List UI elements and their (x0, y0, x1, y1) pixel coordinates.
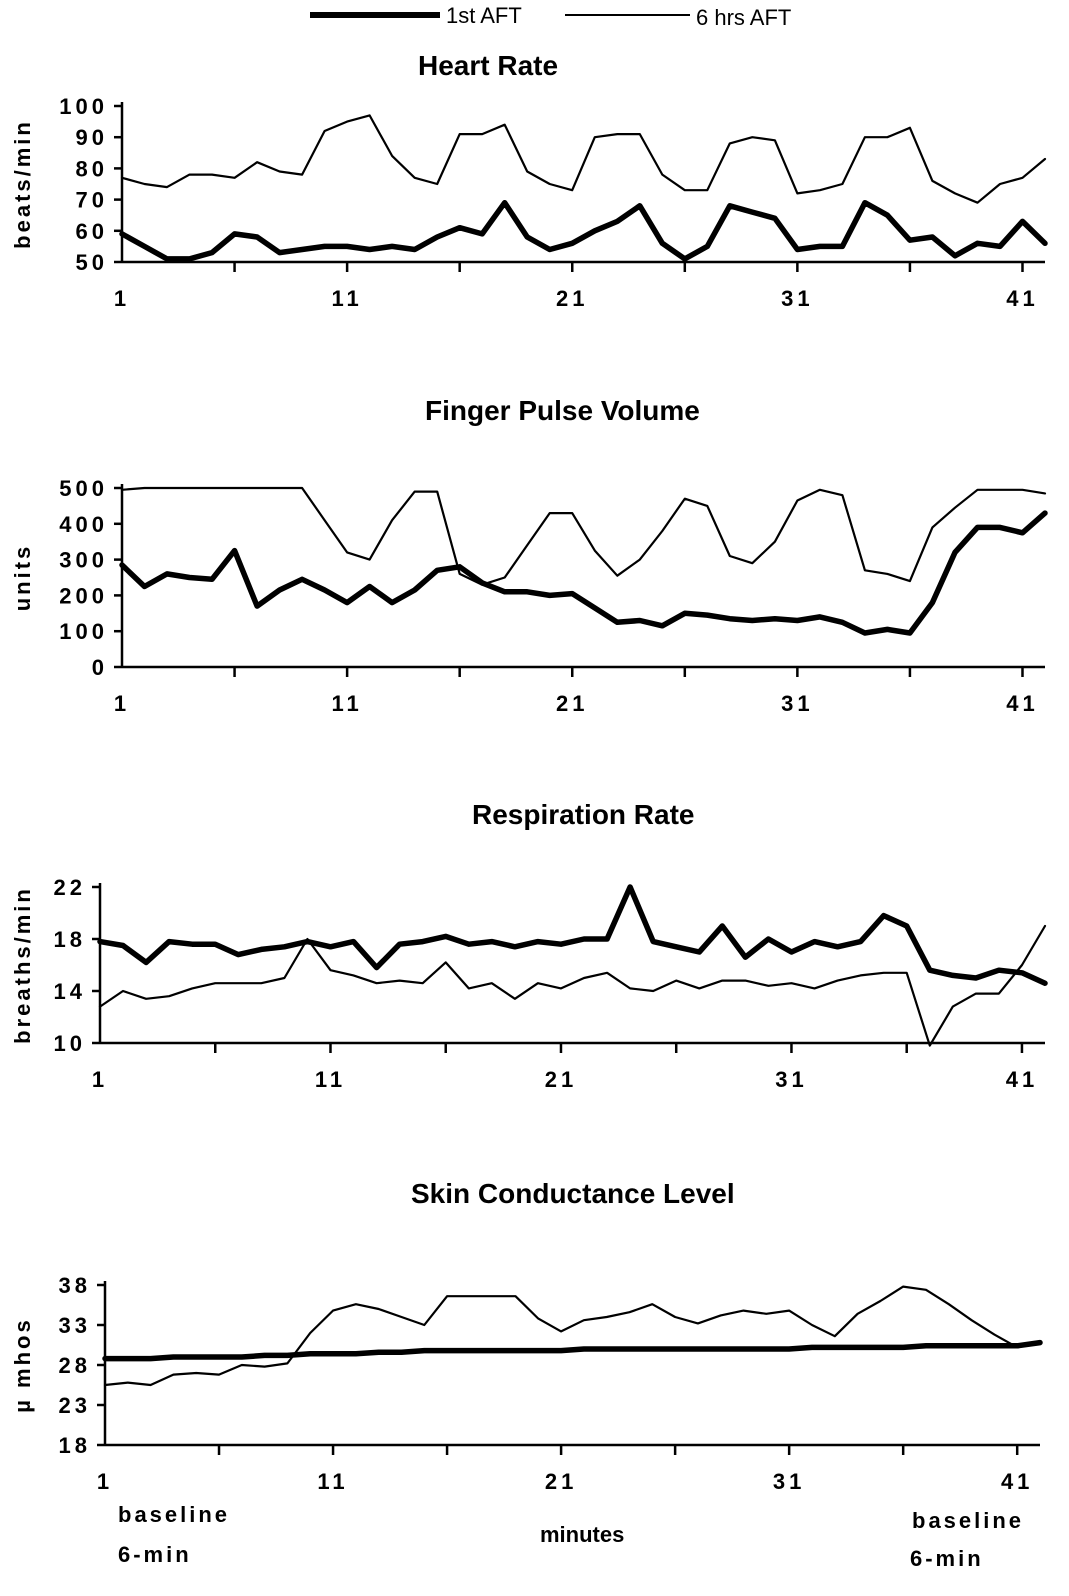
skin-conductance-y-tick-label: 38 (59, 1273, 91, 1298)
skin-conductance-x-tick-label: 11 (317, 1469, 348, 1494)
finger-pulse-volume-series-1st-aft-line (119, 510, 1048, 636)
finger-pulse-volume-y-tick-label: 400 (59, 512, 108, 537)
baseline-left-label: baseline (118, 1502, 230, 1527)
finger-pulse-volume-x-tick-label: 31 (781, 691, 813, 716)
legend-label-6hrs-aft: 6 hrs AFT (696, 5, 791, 30)
finger-pulse-volume-x-tick-label: 41 (1006, 691, 1038, 716)
finger-pulse-volume-y-tick-label: 500 (59, 476, 108, 501)
heart-rate-x-tick-label: 21 (556, 286, 588, 311)
baseline-left-sublabel: 6-min (118, 1542, 192, 1567)
respiration-rate-x-tick-label: 21 (545, 1067, 577, 1092)
finger-pulse-volume-x-tick-label: 11 (331, 691, 362, 716)
respiration-rate-series-1st-aft-line (97, 884, 1048, 986)
respiration-rate-series-6hrs-aft-line (98, 924, 1047, 1047)
heart-rate-y-tick-label: 80 (76, 156, 108, 181)
heart-rate-y-axis-label: beats/min (10, 119, 35, 249)
respiration-rate-y-axis-label: breaths/min (10, 886, 35, 1044)
respiration-rate-y-tick-label: 14 (54, 979, 86, 1004)
finger-pulse-volume-x-tick-label: 1 (114, 691, 130, 716)
respiration-rate-x-tick-label: 1 (92, 1067, 108, 1092)
respiration-rate-x-tick-label: 31 (775, 1067, 807, 1092)
skin-conductance-x-tick-label: 1 (97, 1469, 113, 1494)
baseline-right-sublabel: 6-min (910, 1546, 984, 1571)
respiration-rate-y-tick-label: 10 (54, 1031, 86, 1056)
respiration-rate-x-tick-label: 41 (1006, 1067, 1038, 1092)
skin-conductance-series-6hrs-aft-line (103, 1285, 1042, 1387)
heart-rate-x-tick-label: 41 (1006, 286, 1038, 311)
heart-rate-y-tick-label: 100 (59, 94, 108, 119)
heart-rate-y-tick-label: 60 (76, 219, 108, 244)
respiration-rate-y-tick-label: 18 (54, 927, 86, 952)
heart-rate-y-tick-label: 50 (76, 250, 108, 275)
heart-rate-x-tick-label: 31 (781, 286, 813, 311)
skin-conductance-y-tick-label: 28 (59, 1353, 91, 1378)
heart-rate-x-tick-label: 11 (331, 286, 362, 311)
skin-conductance-x-tick-label: 21 (545, 1469, 577, 1494)
finger-pulse-volume-y-tick-label: 300 (59, 548, 108, 573)
heart-rate-y-tick-label: 70 (76, 188, 108, 213)
skin-conductance-x-tick-label: 31 (773, 1469, 805, 1494)
skin-conductance-series-1st-aft-line (102, 1339, 1043, 1362)
respiration-rate-x-tick-label: 11 (315, 1067, 346, 1092)
heart-rate-series-1st-aft-line (119, 199, 1048, 262)
skin-conductance-y-tick-label: 23 (59, 1393, 91, 1418)
finger-pulse-volume-series-6hrs-aft-line (120, 486, 1047, 586)
finger-pulse-volume-y-axis-label: units (10, 544, 35, 612)
finger-pulse-volume-panel: Finger Pulse Volume units 0 100 200 300 400 500… (10, 395, 1048, 716)
legend-label-1st-aft: 1st AFT (446, 3, 522, 28)
skin-conductance-y-tick-label: 18 (59, 1433, 91, 1458)
finger-pulse-volume-y-tick-label: 200 (59, 583, 108, 608)
heart-rate-y-tick-label: 90 (76, 125, 108, 150)
respiration-rate-title: Respiration Rate (472, 799, 695, 830)
finger-pulse-volume-x-tick-label: 21 (556, 691, 588, 716)
skin-conductance-x-tick-label: 41 (1001, 1469, 1033, 1494)
respiration-rate-y-tick-label: 22 (54, 875, 86, 900)
heart-rate-title: Heart Rate (418, 50, 558, 81)
finger-pulse-volume-y-tick-label: 0 (92, 655, 108, 680)
finger-pulse-volume-y-tick-label: 100 (59, 619, 108, 644)
skin-conductance-y-axis-label: µ mhos (10, 1317, 35, 1412)
baseline-right-label: baseline (912, 1508, 1024, 1533)
x-axis-title: minutes (540, 1522, 624, 1547)
x-axis-footer: baseline 6-min minutes baseline 6-min (118, 1502, 1024, 1571)
legend: 1st AFT 6 hrs AFT (310, 3, 791, 30)
skin-conductance-title: Skin Conductance Level (411, 1178, 735, 1209)
skin-conductance-y-tick-label: 33 (59, 1313, 91, 1338)
heart-rate-x-tick-label: 1 (114, 286, 130, 311)
heart-rate-series-6hrs-aft-line (120, 114, 1047, 204)
finger-pulse-volume-title: Finger Pulse Volume (425, 395, 700, 426)
